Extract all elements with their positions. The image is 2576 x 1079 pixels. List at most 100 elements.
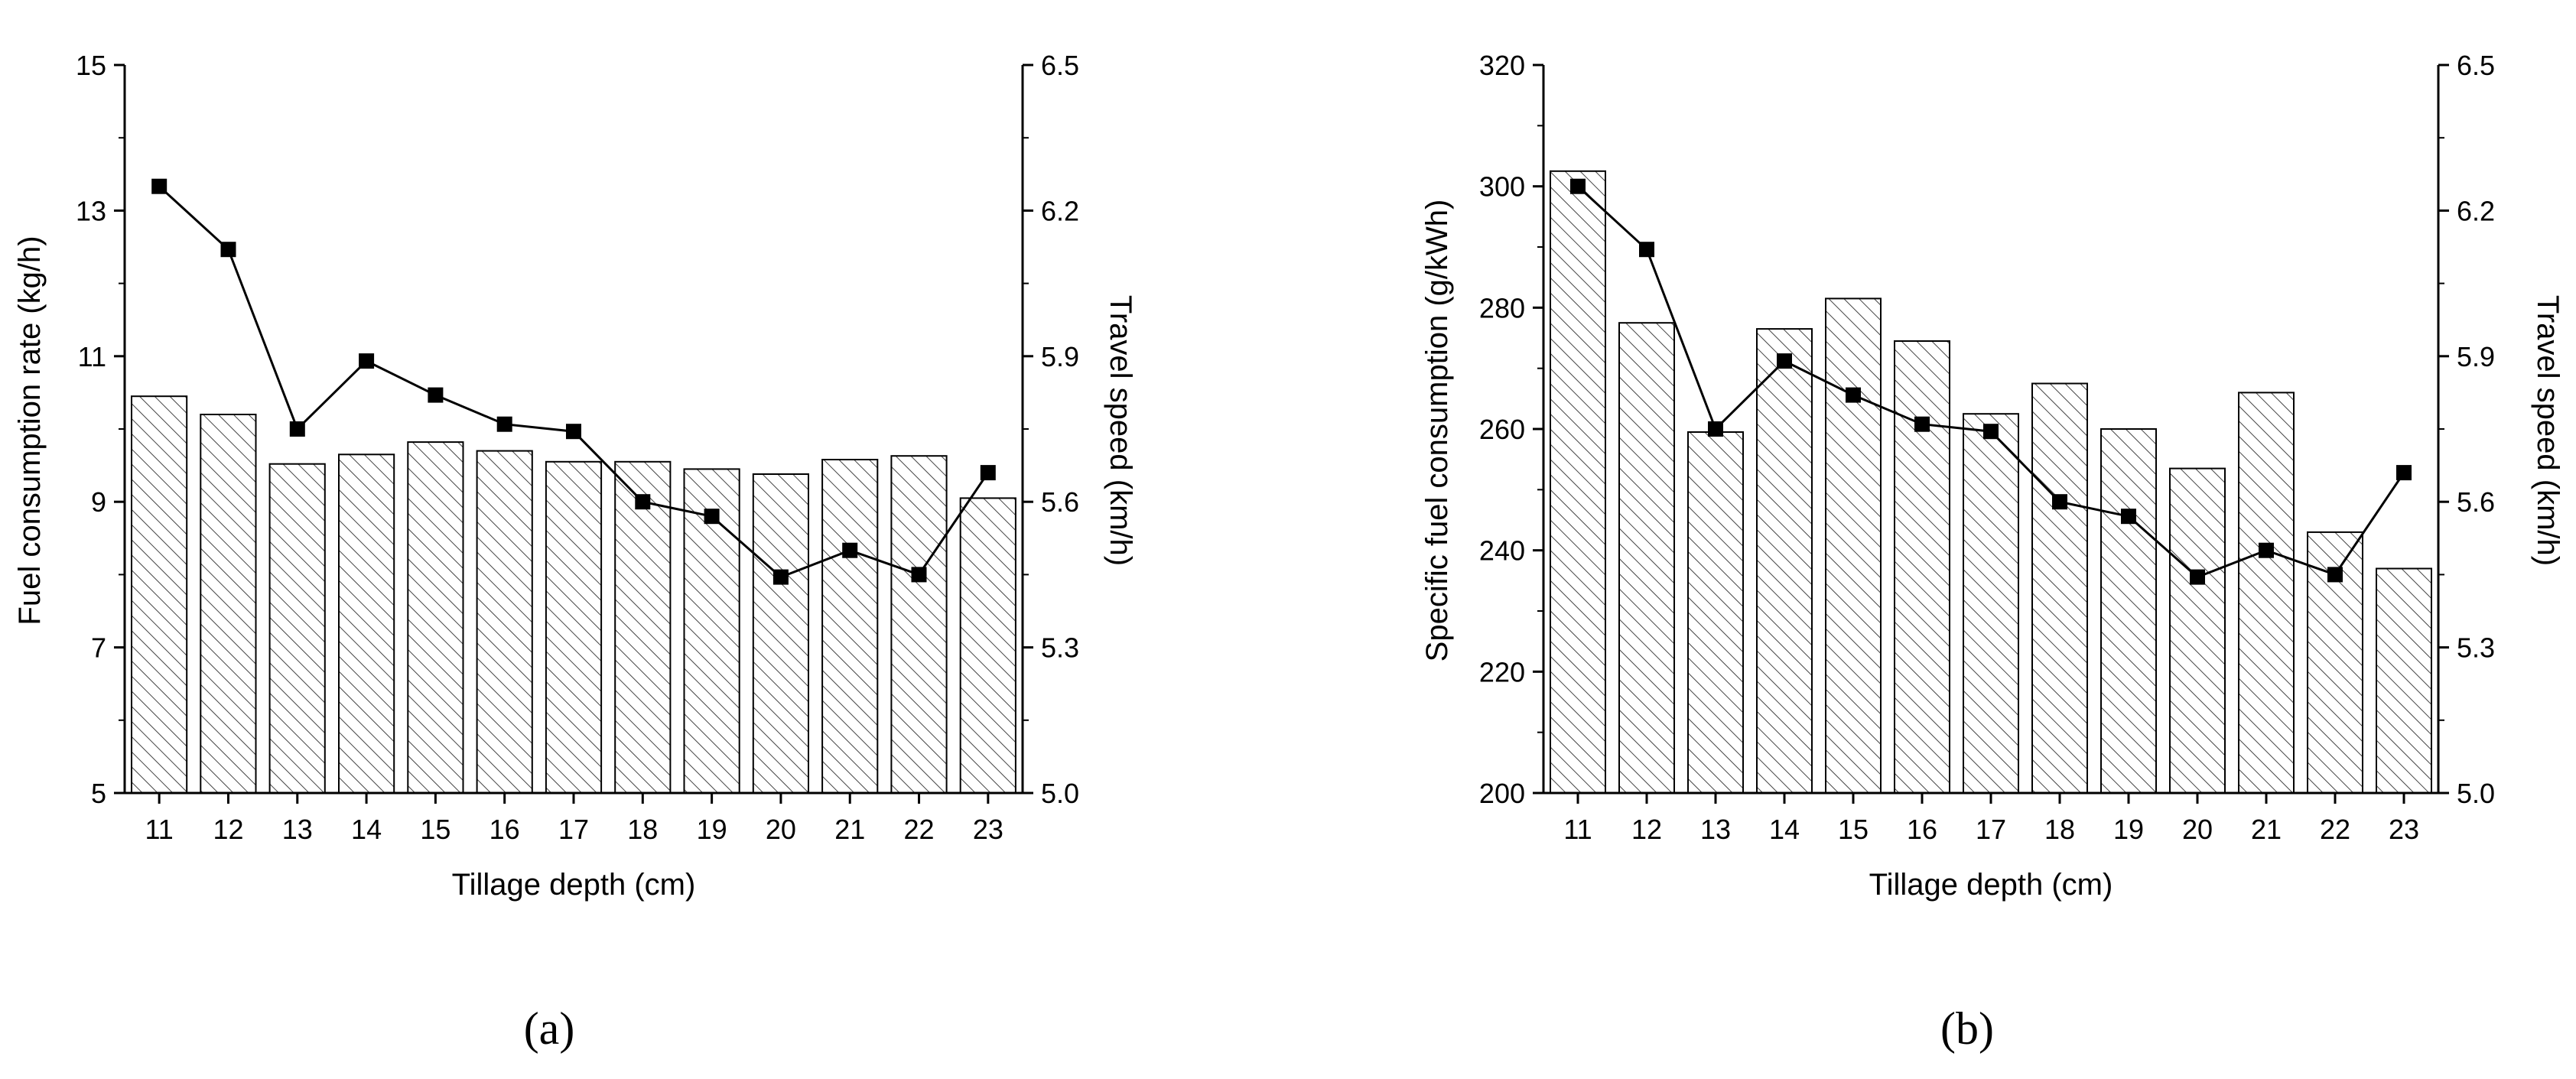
x-tick-label: 20 (766, 814, 796, 845)
y2-tick-label: 5.0 (1041, 778, 1079, 809)
x-tick-label: 22 (2320, 814, 2350, 845)
data-point-marker (1914, 416, 1930, 432)
y2-tick-label: 6.5 (2457, 50, 2495, 81)
travel-speed-series (151, 178, 996, 585)
x-tick-label: 11 (145, 814, 173, 845)
bar (1687, 431, 1744, 794)
y-tick-label: 9 (91, 486, 106, 518)
x-tick-label: 15 (1838, 814, 1869, 845)
bar-series (131, 395, 1016, 795)
bar (476, 450, 533, 794)
data-point-marker (428, 387, 444, 403)
x-tick-label: 12 (1631, 814, 1662, 845)
bar (268, 463, 326, 794)
x-tick-label: 21 (834, 814, 865, 845)
y2-tick-label: 6.5 (1041, 50, 1079, 81)
y-tick-label: 200 (1479, 778, 1525, 809)
x-tick-label: 13 (282, 814, 313, 845)
data-point-marker (2327, 567, 2343, 583)
bar (2376, 567, 2432, 794)
y2-tick-label: 5.3 (2457, 632, 2495, 664)
x-axis-label: Tillage depth (cm) (452, 868, 696, 902)
bar (1894, 340, 1950, 794)
x-tick-label: 18 (2044, 814, 2075, 845)
bar (1963, 413, 2019, 794)
bar (2031, 382, 2088, 794)
bar (821, 459, 879, 794)
data-point-marker (772, 569, 789, 585)
y-axis-label: Specific fuel consumption (g/kWh) (1420, 200, 1454, 662)
y2-tick-label: 5.0 (2457, 778, 2495, 809)
x-tick-label: 23 (973, 814, 1003, 845)
data-point-marker (2052, 494, 2067, 510)
bar (2238, 392, 2295, 794)
bar (338, 453, 395, 794)
x-tick-label: 14 (1769, 814, 1800, 845)
y2-tick-label: 5.6 (1041, 486, 1079, 518)
x-tick-label: 21 (2251, 814, 2282, 845)
x-tick-label: 17 (558, 814, 589, 845)
chart-panel-a: 5 7 9 11 13 15 5.0 5.3 5.6 5.9 6.2 6.5 11 12 13 14 15 16 1… (13, 50, 1137, 1054)
x-tick-label: 18 (627, 814, 658, 845)
data-point-marker (842, 542, 858, 558)
y-tick-label: 15 (76, 50, 106, 81)
data-point-marker (220, 242, 236, 258)
x-tick-label: 11 (1563, 814, 1592, 845)
data-point-marker (2259, 542, 2274, 558)
x-tick-label: 17 (1976, 814, 2006, 845)
y-tick-label: 7 (91, 632, 106, 664)
y2-axis-label: Travel speed (km/h) (1104, 295, 1137, 566)
y2-tick-label: 6.2 (1041, 195, 1079, 226)
bar (131, 395, 188, 794)
bar (614, 460, 672, 794)
x-tick-label: 19 (2113, 814, 2144, 845)
bar (407, 441, 464, 794)
x-axis-label: Tillage depth (cm) (1869, 868, 2113, 902)
axes: 5 7 9 11 13 15 5.0 5.3 5.6 5.9 6.2 6.5 11 12 13 14 15 16 1… (76, 50, 1079, 845)
data-point-marker (151, 178, 168, 194)
chart-panel-b: 200 220 240 260 280 300 320 5.0 5.3 5.6 5.9 6.2 6.5 1… (1420, 50, 2565, 1054)
data-point-marker (1639, 242, 1654, 258)
data-point-marker (1777, 353, 1792, 369)
y2-tick-label: 5.3 (1041, 632, 1079, 664)
data-point-marker (1846, 387, 1861, 403)
data-point-marker (1570, 178, 1586, 194)
y-axis-label: Fuel consumption rate (kg/h) (13, 236, 47, 625)
y2-tick-label: 5.9 (2457, 341, 2495, 372)
panel-label: (b) (1940, 1003, 1994, 1054)
y-tick-label: 13 (76, 195, 106, 226)
axes: 200 220 240 260 280 300 320 5.0 5.3 5.6 5.9 6.2 6.5 1… (1479, 50, 2495, 845)
data-point-marker (359, 353, 375, 369)
x-tick-label: 13 (1700, 814, 1731, 845)
bar (545, 460, 603, 794)
data-point-marker (1983, 424, 1999, 440)
x-tick-label: 19 (697, 814, 727, 845)
bar (1618, 322, 1675, 794)
bar (2100, 428, 2157, 794)
y2-tick-label: 5.9 (1041, 341, 1079, 372)
bar (752, 473, 809, 794)
bar (200, 414, 257, 794)
bar-series (1550, 170, 2432, 795)
data-point-marker (289, 421, 305, 437)
y2-tick-label: 6.2 (2457, 195, 2495, 226)
y-tick-label: 240 (1479, 535, 1525, 567)
x-tick-label: 12 (213, 814, 243, 845)
bar (1825, 297, 1882, 794)
travel-speed-series (1570, 178, 2412, 585)
bar (890, 455, 948, 794)
bar (2169, 467, 2226, 794)
y-tick-label: 260 (1479, 414, 1525, 445)
bar (959, 497, 1016, 795)
data-point-marker (911, 567, 927, 583)
x-tick-label: 22 (904, 814, 935, 845)
data-point-marker (635, 494, 651, 510)
x-tick-label: 16 (1907, 814, 1937, 845)
data-point-marker (2396, 465, 2412, 481)
data-point-marker (2121, 509, 2136, 525)
y-tick-label: 300 (1479, 171, 1525, 203)
y2-tick-label: 5.6 (2457, 486, 2495, 518)
bar (1756, 328, 1813, 795)
x-tick-label: 20 (2182, 814, 2213, 845)
data-point-marker (980, 465, 996, 481)
